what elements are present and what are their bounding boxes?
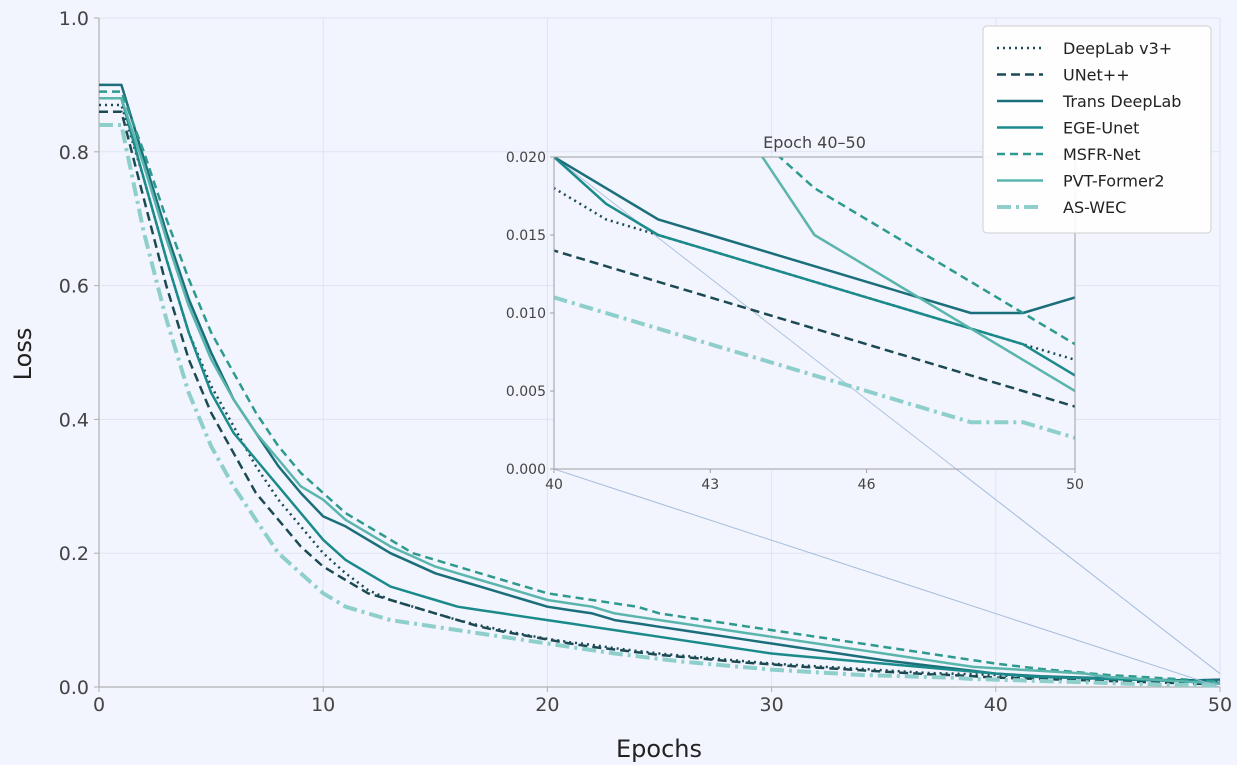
inset-title: Epoch 40–50: [763, 133, 866, 152]
series-line: [99, 97, 1221, 685]
inset-y-tick-label: 0.020: [506, 150, 546, 166]
inset-x-tick-label: 50: [1066, 477, 1084, 493]
inset-series: [554, 157, 1075, 440]
legend-label: Trans DeepLab: [1062, 92, 1181, 111]
inset-y-tick-label: 0.000: [506, 462, 546, 478]
x-tick-label: 0: [93, 694, 105, 716]
inset-series-line: [554, 157, 1075, 315]
main-axes: 0 10 20 30 40 50 0.0 0.2 0.4 0.6 0.8 1.0: [59, 8, 1232, 716]
x-tick-label: 50: [1208, 694, 1232, 716]
inset-series-line: [554, 295, 1075, 440]
legend-label: EGE-Unet: [1063, 119, 1139, 138]
inset-series-line: [759, 157, 1075, 393]
series-line: [99, 90, 1221, 683]
series-line: [99, 97, 1221, 685]
legend-label: MSFR-Net: [1063, 145, 1141, 164]
inset-x-tick-label: 46: [858, 477, 876, 493]
series-line: [99, 103, 1221, 684]
y-tick-label: 0.6: [59, 276, 89, 298]
legend-label: AS-WEC: [1063, 198, 1126, 217]
inset-y-tick-label: 0.005: [506, 384, 546, 400]
inset-series-line: [777, 157, 1075, 346]
inset-y-tick-label: 0.015: [506, 228, 546, 244]
inset-series-line: [554, 157, 1075, 377]
y-tick-label: 0.4: [59, 409, 89, 431]
inset-panel: 40 43 46 50 0.000 0.005 0.010 0.015 0.020 Epoch 4…: [506, 133, 1221, 688]
y-tick-label: 1.0: [59, 8, 89, 30]
inset-x-tick-label: 40: [545, 477, 563, 493]
zoom-connector-line: [553, 156, 1221, 674]
series-line: [99, 123, 1221, 688]
inset-x-tick-label: 43: [701, 477, 719, 493]
x-tick-label: 10: [311, 694, 335, 716]
y-axis-title: Loss: [9, 328, 37, 381]
main-series: [99, 83, 1221, 688]
legend-label: PVT-Former2: [1063, 172, 1165, 191]
zoom-connector-line: [553, 468, 1221, 688]
x-tick-label: 40: [984, 694, 1008, 716]
legend-label: DeepLab v3+: [1063, 39, 1172, 58]
inset-y-tick-label: 0.010: [506, 306, 546, 322]
inset-series-line: [554, 249, 1075, 408]
legend-label: UNet++: [1063, 66, 1130, 85]
x-axis-title: Epochs: [616, 735, 702, 763]
legend: DeepLab v3+ UNet++ Trans DeepLab EGE-Unet MS…: [982, 25, 1212, 234]
x-tick-label: 20: [535, 694, 559, 716]
y-tick-label: 0.8: [59, 142, 89, 164]
y-tick-label: 0.2: [59, 543, 89, 565]
y-tick-label: 0.0: [59, 677, 89, 699]
x-tick-label: 30: [760, 694, 784, 716]
